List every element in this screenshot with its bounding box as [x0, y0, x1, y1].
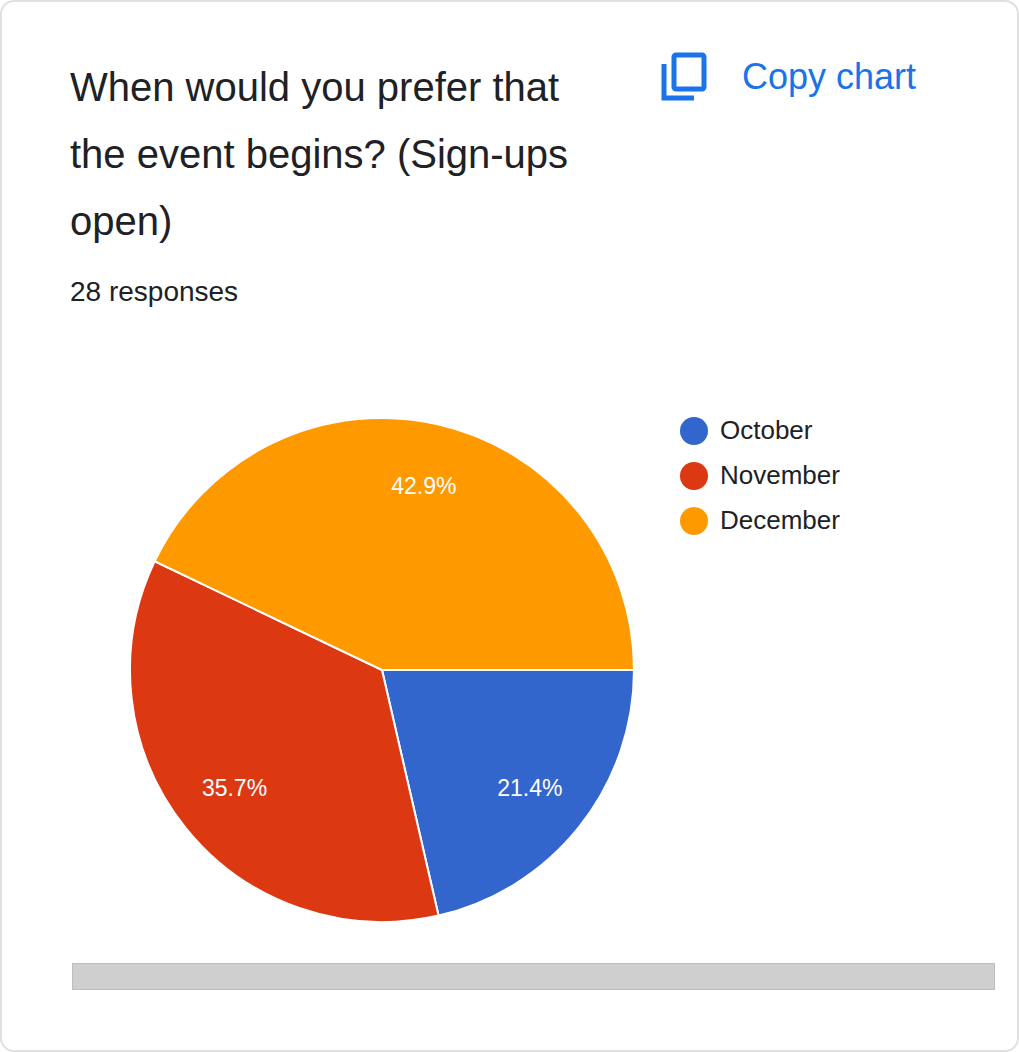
html-text:October: October	[720, 415, 813, 445]
html-text:Copy chart: Copy chart	[742, 56, 917, 97]
html-text:November: November	[720, 460, 840, 490]
html-text:28 responses: 28 responses	[70, 276, 239, 307]
svg-text:35.7%: 35.7%	[202, 775, 267, 801]
html-text:December: December	[720, 505, 840, 535]
svg-text:21.4%: 21.4%	[497, 775, 562, 801]
html-text:When would you prefer that the: When would you prefer that the event beg…	[70, 65, 569, 243]
svg-text:42.9%: 42.9%	[391, 473, 456, 499]
